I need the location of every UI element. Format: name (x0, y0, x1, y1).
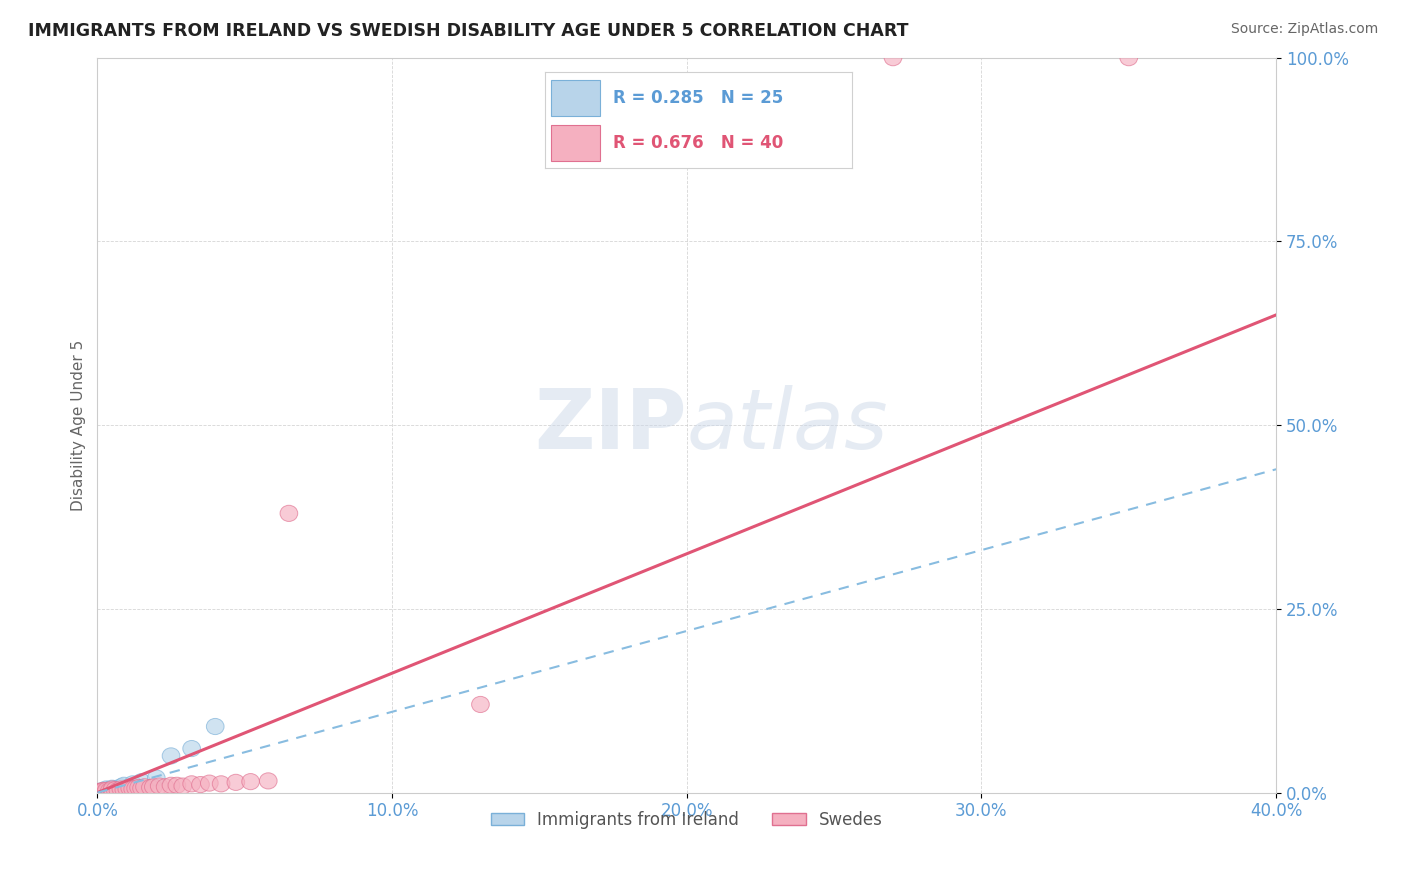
Ellipse shape (127, 780, 145, 797)
Ellipse shape (118, 780, 135, 797)
Ellipse shape (118, 780, 135, 797)
Text: atlas: atlas (686, 384, 889, 466)
Ellipse shape (97, 780, 115, 797)
Ellipse shape (91, 783, 110, 799)
Ellipse shape (142, 780, 159, 796)
Ellipse shape (132, 780, 150, 797)
Ellipse shape (100, 783, 118, 799)
Ellipse shape (280, 505, 298, 522)
Ellipse shape (169, 777, 186, 793)
Ellipse shape (135, 779, 153, 795)
Ellipse shape (226, 774, 245, 790)
Ellipse shape (207, 718, 224, 735)
Ellipse shape (471, 697, 489, 713)
Ellipse shape (94, 782, 112, 798)
Ellipse shape (103, 782, 121, 798)
Ellipse shape (93, 784, 111, 800)
Ellipse shape (97, 782, 115, 798)
Text: IMMIGRANTS FROM IRELAND VS SWEDISH DISABILITY AGE UNDER 5 CORRELATION CHART: IMMIGRANTS FROM IRELAND VS SWEDISH DISAB… (28, 22, 908, 40)
Ellipse shape (100, 783, 118, 799)
Ellipse shape (115, 781, 132, 797)
Ellipse shape (110, 781, 127, 797)
Ellipse shape (156, 779, 174, 795)
Ellipse shape (107, 781, 124, 797)
Ellipse shape (183, 776, 201, 792)
Ellipse shape (150, 778, 169, 794)
Ellipse shape (97, 784, 115, 800)
Ellipse shape (191, 776, 209, 793)
Ellipse shape (162, 747, 180, 764)
Ellipse shape (94, 783, 112, 799)
Ellipse shape (124, 780, 142, 797)
Ellipse shape (148, 770, 165, 786)
Ellipse shape (121, 780, 139, 797)
Ellipse shape (91, 783, 110, 799)
Ellipse shape (242, 773, 260, 789)
Ellipse shape (260, 772, 277, 789)
Ellipse shape (1121, 50, 1137, 66)
Ellipse shape (174, 778, 191, 794)
Ellipse shape (145, 779, 162, 795)
Text: ZIP: ZIP (534, 384, 686, 466)
Ellipse shape (115, 777, 132, 793)
Ellipse shape (96, 785, 114, 801)
Ellipse shape (91, 785, 110, 801)
Ellipse shape (201, 775, 218, 791)
Ellipse shape (91, 785, 110, 801)
Legend: Immigrants from Ireland, Swedes: Immigrants from Ireland, Swedes (484, 805, 890, 836)
Ellipse shape (100, 781, 118, 797)
Ellipse shape (97, 784, 115, 800)
Ellipse shape (103, 782, 121, 798)
Ellipse shape (94, 782, 112, 798)
Ellipse shape (97, 782, 115, 798)
Text: Source: ZipAtlas.com: Source: ZipAtlas.com (1230, 22, 1378, 37)
Ellipse shape (129, 780, 148, 796)
Ellipse shape (162, 777, 180, 793)
Ellipse shape (103, 780, 121, 797)
Ellipse shape (107, 780, 124, 797)
Ellipse shape (93, 785, 111, 801)
Ellipse shape (90, 784, 108, 800)
Ellipse shape (183, 740, 201, 756)
Ellipse shape (103, 780, 121, 797)
Ellipse shape (884, 50, 901, 66)
Ellipse shape (212, 776, 231, 792)
Ellipse shape (110, 782, 127, 798)
Ellipse shape (112, 779, 129, 795)
Y-axis label: Disability Age Under 5: Disability Age Under 5 (72, 340, 86, 511)
Ellipse shape (132, 773, 150, 789)
Ellipse shape (94, 784, 112, 800)
Ellipse shape (124, 776, 142, 792)
Ellipse shape (90, 784, 108, 800)
Ellipse shape (112, 780, 129, 797)
